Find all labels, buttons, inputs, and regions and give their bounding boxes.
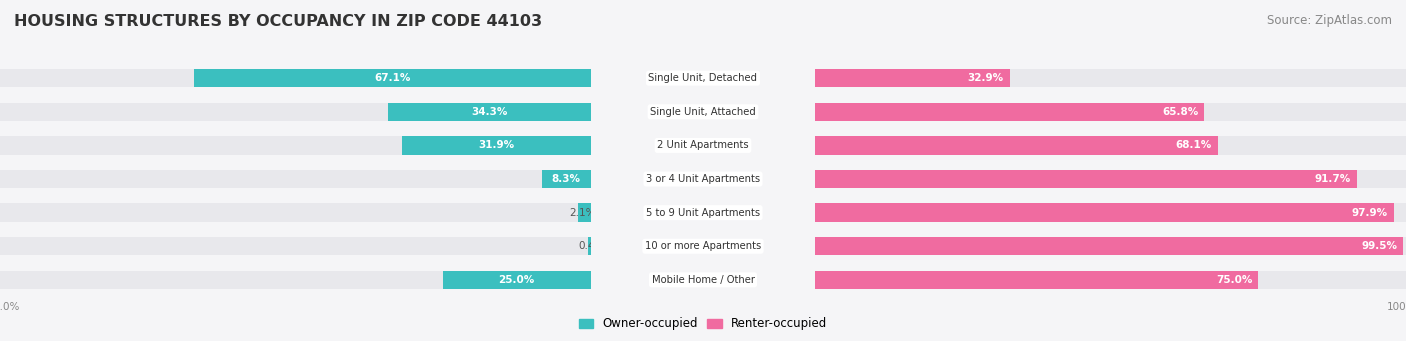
Text: 34.3%: 34.3%: [471, 107, 508, 117]
Text: 67.1%: 67.1%: [374, 73, 411, 83]
Bar: [0, 203, 591, 222]
Bar: [541, 170, 591, 188]
Bar: [443, 271, 591, 289]
Bar: [588, 237, 591, 255]
Text: 10 or more Apartments: 10 or more Apartments: [645, 241, 761, 251]
Bar: [815, 203, 1406, 222]
Bar: [815, 170, 1406, 188]
Bar: [578, 203, 591, 222]
Text: 3 or 4 Unit Apartments: 3 or 4 Unit Apartments: [645, 174, 761, 184]
Text: 25.0%: 25.0%: [499, 275, 534, 285]
Bar: [194, 69, 591, 87]
Text: 0.48%: 0.48%: [579, 241, 612, 251]
Bar: [815, 136, 1218, 155]
Bar: [815, 103, 1406, 121]
Text: 5 to 9 Unit Apartments: 5 to 9 Unit Apartments: [645, 208, 761, 218]
Text: 68.1%: 68.1%: [1175, 140, 1212, 150]
Bar: [815, 237, 1403, 255]
Text: 91.7%: 91.7%: [1315, 174, 1351, 184]
Bar: [815, 203, 1393, 222]
Text: HOUSING STRUCTURES BY OCCUPANCY IN ZIP CODE 44103: HOUSING STRUCTURES BY OCCUPANCY IN ZIP C…: [14, 14, 543, 29]
Text: Single Unit, Detached: Single Unit, Detached: [648, 73, 758, 83]
Text: 97.9%: 97.9%: [1351, 208, 1388, 218]
Bar: [815, 170, 1357, 188]
Bar: [402, 136, 591, 155]
Bar: [815, 69, 1406, 87]
Text: 99.5%: 99.5%: [1361, 241, 1398, 251]
Text: 2.1%: 2.1%: [569, 208, 596, 218]
Bar: [388, 103, 591, 121]
Bar: [0, 103, 591, 121]
Text: 31.9%: 31.9%: [478, 140, 515, 150]
Bar: [815, 237, 1406, 255]
Legend: Owner-occupied, Renter-occupied: Owner-occupied, Renter-occupied: [574, 313, 832, 335]
Text: Single Unit, Attached: Single Unit, Attached: [650, 107, 756, 117]
Bar: [815, 271, 1406, 289]
Text: 2 Unit Apartments: 2 Unit Apartments: [657, 140, 749, 150]
Bar: [815, 271, 1258, 289]
Text: 75.0%: 75.0%: [1216, 275, 1253, 285]
Bar: [0, 170, 591, 188]
Text: 8.3%: 8.3%: [551, 174, 581, 184]
Bar: [0, 69, 591, 87]
Text: 65.8%: 65.8%: [1161, 107, 1198, 117]
Bar: [0, 136, 591, 155]
Bar: [815, 103, 1204, 121]
Bar: [0, 271, 591, 289]
Bar: [815, 69, 1010, 87]
Bar: [0, 237, 591, 255]
Text: 32.9%: 32.9%: [967, 73, 1004, 83]
Text: Source: ZipAtlas.com: Source: ZipAtlas.com: [1267, 14, 1392, 27]
Text: Mobile Home / Other: Mobile Home / Other: [651, 275, 755, 285]
Bar: [815, 136, 1406, 155]
